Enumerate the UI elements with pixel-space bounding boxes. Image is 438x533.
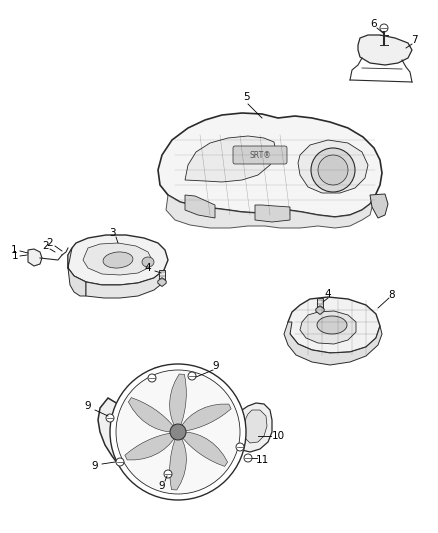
Circle shape xyxy=(116,458,124,466)
Text: 2: 2 xyxy=(47,238,53,248)
Text: SRT®: SRT® xyxy=(249,151,271,160)
Polygon shape xyxy=(158,113,382,217)
Polygon shape xyxy=(317,298,323,311)
Polygon shape xyxy=(185,195,215,218)
Circle shape xyxy=(188,372,196,380)
Polygon shape xyxy=(238,403,272,452)
Circle shape xyxy=(236,443,244,451)
Text: 10: 10 xyxy=(272,431,285,441)
Polygon shape xyxy=(68,235,168,285)
Polygon shape xyxy=(370,194,388,218)
Text: 4: 4 xyxy=(145,263,151,273)
Text: 9: 9 xyxy=(213,361,219,371)
Circle shape xyxy=(380,24,388,32)
Text: 9: 9 xyxy=(159,481,165,491)
Polygon shape xyxy=(183,432,228,466)
Polygon shape xyxy=(358,35,412,65)
Text: 5: 5 xyxy=(243,92,249,102)
Polygon shape xyxy=(298,140,368,193)
Circle shape xyxy=(170,424,186,440)
Polygon shape xyxy=(166,195,375,228)
Text: 11: 11 xyxy=(255,455,268,465)
Polygon shape xyxy=(182,404,231,431)
Text: 8: 8 xyxy=(389,290,396,300)
Polygon shape xyxy=(159,270,165,283)
Polygon shape xyxy=(128,398,173,432)
Polygon shape xyxy=(83,243,152,275)
Polygon shape xyxy=(316,306,324,314)
Text: 1: 1 xyxy=(12,251,18,261)
Polygon shape xyxy=(125,433,174,460)
Circle shape xyxy=(148,374,156,382)
Circle shape xyxy=(164,470,172,478)
FancyBboxPatch shape xyxy=(233,146,287,164)
Polygon shape xyxy=(300,311,356,344)
Polygon shape xyxy=(86,270,164,298)
Text: 3: 3 xyxy=(109,228,115,238)
Polygon shape xyxy=(170,439,187,490)
Circle shape xyxy=(244,454,252,462)
Polygon shape xyxy=(170,374,186,425)
Circle shape xyxy=(116,370,240,494)
Text: 4: 4 xyxy=(325,289,331,299)
Circle shape xyxy=(311,148,355,192)
Circle shape xyxy=(106,414,114,422)
Text: 9: 9 xyxy=(92,461,98,471)
Text: 9: 9 xyxy=(85,401,91,411)
Circle shape xyxy=(318,155,348,185)
Text: 7: 7 xyxy=(411,35,417,45)
Text: 6: 6 xyxy=(371,19,377,29)
Polygon shape xyxy=(28,249,42,266)
Polygon shape xyxy=(158,278,166,287)
Polygon shape xyxy=(284,322,382,365)
Text: 1: 1 xyxy=(11,245,18,255)
Ellipse shape xyxy=(103,252,133,268)
Ellipse shape xyxy=(317,316,347,334)
Polygon shape xyxy=(98,386,246,476)
Ellipse shape xyxy=(142,257,154,267)
Polygon shape xyxy=(185,136,276,182)
Circle shape xyxy=(110,364,246,500)
Polygon shape xyxy=(288,297,380,353)
Polygon shape xyxy=(68,248,86,296)
Polygon shape xyxy=(148,366,198,388)
Polygon shape xyxy=(255,205,290,222)
Polygon shape xyxy=(244,410,267,443)
Text: 2: 2 xyxy=(42,241,49,251)
